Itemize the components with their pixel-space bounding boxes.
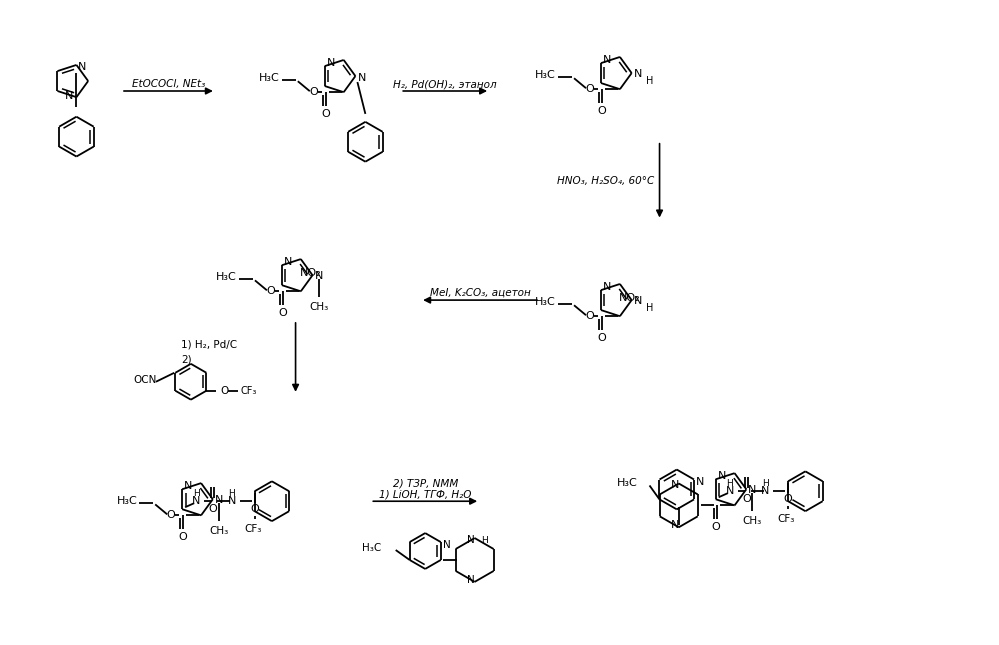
Text: N: N [725,486,734,496]
Text: H: H [645,76,653,86]
Text: N: N [717,471,726,481]
Text: H: H [193,489,200,498]
Text: H₃C: H₃C [216,272,237,283]
Text: H: H [229,489,236,498]
Text: 2): 2) [181,355,192,365]
Text: N: N [670,521,679,530]
Text: H: H [762,479,769,488]
Text: N: N [467,575,475,585]
Text: N: N [633,296,642,306]
Text: 1) LiOH, ТГФ, H₂O: 1) LiOH, ТГФ, H₂O [379,490,472,499]
Text: NO₂: NO₂ [619,293,640,303]
Text: O: O [250,504,259,514]
Text: N: N [184,481,193,491]
Text: N: N [467,535,475,545]
Text: O: O [279,308,288,318]
Text: O: O [711,522,720,532]
Text: O: O [742,494,751,504]
Text: O: O [310,87,318,97]
Text: O: O [597,106,606,116]
Text: N: N [327,58,335,68]
Text: H₃C: H₃C [616,479,637,488]
Text: H: H [726,479,733,488]
Text: H₂, Pd(OH)₂, этанол: H₂, Pd(OH)₂, этанол [394,79,497,89]
Text: N: N [761,486,769,496]
Text: H₃C: H₃C [259,74,280,83]
Text: N: N [215,495,223,505]
Text: O: O [209,504,218,514]
Text: CF₃: CF₃ [241,386,257,395]
Text: N: N [603,55,611,65]
Text: N: N [65,91,74,101]
Text: N: N [443,540,451,550]
Text: O: O [784,494,792,504]
Text: N: N [315,271,323,281]
Text: O: O [585,84,594,94]
Text: N: N [284,257,293,267]
Text: N: N [192,496,200,506]
Text: N: N [78,62,86,72]
Text: H: H [482,535,488,544]
Text: H₃C: H₃C [117,497,137,506]
Text: N: N [228,496,236,506]
Text: CF₃: CF₃ [244,524,262,534]
Text: HNO₃, H₂SO₄, 60°C: HNO₃, H₂SO₄, 60°C [557,175,654,186]
Text: NO₂: NO₂ [300,268,322,278]
Text: CH₃: CH₃ [209,526,229,536]
Text: O: O [322,109,330,119]
Text: EtOCOCl, NEt₃: EtOCOCl, NEt₃ [132,79,205,89]
Text: CH₃: CH₃ [309,302,328,312]
Text: MeI, K₂CO₃, ацетон: MeI, K₂CO₃, ацетон [430,287,530,297]
Text: H: H [645,303,653,313]
Text: CF₃: CF₃ [777,514,795,524]
Text: N: N [603,282,611,292]
Text: O: O [585,311,594,321]
Text: N: N [358,73,366,83]
Text: O: O [597,333,606,343]
Text: O: O [179,532,188,542]
Text: N: N [748,485,756,495]
Text: H₃C: H₃C [535,70,556,80]
Text: N: N [696,477,704,488]
Text: O: O [267,286,276,296]
Text: OCN: OCN [133,375,157,385]
Text: 1) H₂, Pd/C: 1) H₂, Pd/C [181,340,237,350]
Text: O: O [167,510,176,521]
Text: 2) ТЗР, NMM: 2) ТЗР, NMM [393,479,458,488]
Text: H₃C: H₃C [363,543,382,553]
Text: N: N [670,481,679,490]
Text: N: N [633,69,642,79]
Text: CH₃: CH₃ [742,516,762,526]
Text: O: O [221,386,229,395]
Text: H₃C: H₃C [535,297,556,307]
